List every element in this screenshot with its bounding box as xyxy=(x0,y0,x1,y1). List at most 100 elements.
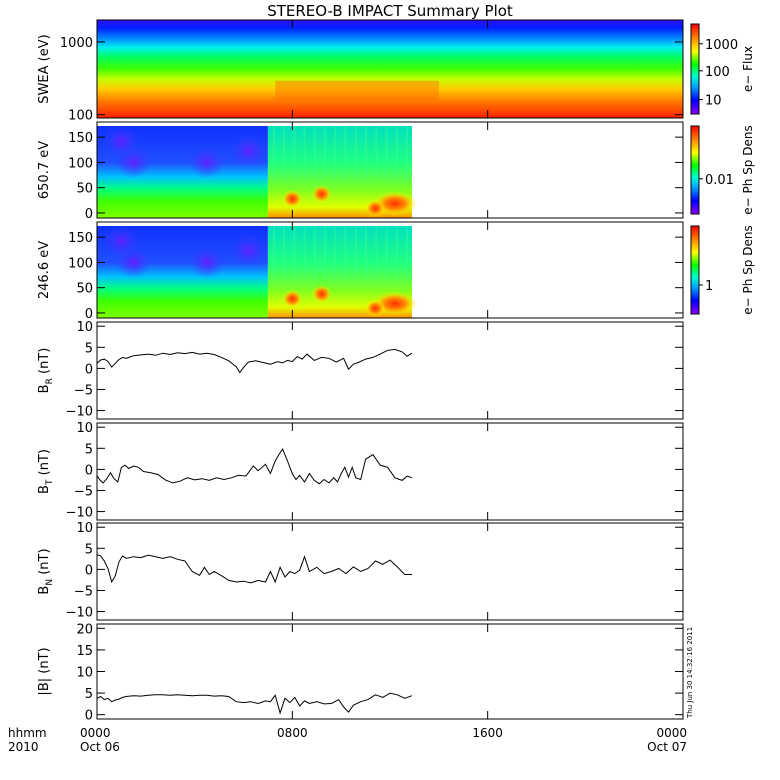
ytick-label-bt-4: 10 xyxy=(76,421,93,436)
heatmap-streak-8 xyxy=(354,126,357,179)
heatmap-streak-13 xyxy=(406,226,409,279)
ytick-label-pad246-0: 0 xyxy=(85,307,93,322)
panel-pad650: 0.01 e− Ph Sp Dens 0 50 100 150 650.7 eV xyxy=(37,121,755,222)
heatmap-streak-13 xyxy=(406,126,409,179)
heatmap-streak-11 xyxy=(385,226,388,279)
heatmap-streak-1 xyxy=(283,226,286,279)
heatmap-streak-11 xyxy=(385,126,388,179)
ytick-label-bmag-4: 20 xyxy=(76,622,93,637)
ytick-label-bmag-2: 10 xyxy=(76,666,93,681)
ytick-label-bt-0: −10 xyxy=(66,506,93,521)
heatmap-streak-12 xyxy=(395,226,398,279)
xtick-label-0: 0000 xyxy=(80,726,111,740)
heatmap-blob-1 xyxy=(188,146,225,179)
ytick-label-bt-1: −5 xyxy=(74,484,93,499)
xtick-date-3: Oct 07 xyxy=(647,740,687,754)
colorbar-tick-label-swea-0: 10 xyxy=(705,94,722,109)
heatmap-streak-0 xyxy=(272,126,275,179)
heatmap-hot-2 xyxy=(282,189,303,208)
ylabel-swea: SWEA (eV) xyxy=(37,34,52,103)
heatmap-blob-2 xyxy=(103,125,140,158)
heatmap-streak-6 xyxy=(334,226,337,279)
panel-bmag: 0 5 10 15 20 |B| (nT) xyxy=(37,622,684,724)
heatmap-streak-1 xyxy=(283,126,286,179)
xtick-label-1: 0800 xyxy=(277,726,308,740)
colorbar-label-pad650: e− Ph Sp Dens xyxy=(741,125,755,214)
ylabel-br: BR (nT) xyxy=(37,348,55,394)
series-line-bt xyxy=(96,448,413,485)
ylabel-pad650: 650.7 eV xyxy=(37,141,52,199)
heatmap-hot-3 xyxy=(311,285,332,303)
heatmap-blob-3 xyxy=(230,234,267,267)
heatmap-blob-2 xyxy=(103,225,140,258)
ytick-label-bn-2: 0 xyxy=(85,563,93,578)
ytick-label-pad246-2: 100 xyxy=(68,256,93,271)
ytick-label-pad650-3: 150 xyxy=(68,131,93,146)
ytick-label-bn-0: −10 xyxy=(66,606,93,621)
heatmap-streak-4 xyxy=(313,126,316,179)
x-axis-label-hhmm: hhmm xyxy=(8,726,47,740)
ytick-label-br-1: −5 xyxy=(74,383,93,398)
ytick-label-pad246-3: 150 xyxy=(68,231,93,246)
panel-frame-pad246 xyxy=(96,221,684,319)
heatmap-streak-7 xyxy=(344,126,347,179)
ytick-label-bt-3: 5 xyxy=(85,442,93,457)
ytick-label-swea-1: 1000 xyxy=(60,36,93,51)
panel-frame-br xyxy=(96,321,684,420)
heatmap-streak-6 xyxy=(334,126,337,179)
heatmap-streak-4 xyxy=(313,226,316,279)
heatmap-swea-band xyxy=(275,80,439,101)
colorbar-pad246 xyxy=(690,225,700,315)
series-line-bn xyxy=(96,554,412,584)
series-line-bmag xyxy=(96,692,413,715)
panel-frame-swea xyxy=(96,19,684,119)
heatmap-streak-3 xyxy=(303,126,306,179)
colorbar-swea xyxy=(690,23,700,115)
heatmap-streak-2 xyxy=(293,126,296,179)
panel-frame-pad650 xyxy=(96,121,684,219)
colorbar-tick-label-pad650-0: 0.01 xyxy=(705,173,734,188)
colorbar-label-swea: e− Flux xyxy=(741,46,755,92)
heatmap-hot-1 xyxy=(365,199,386,218)
ytick-label-swea-0: 100 xyxy=(68,109,93,124)
timestamp: Thu Jun 30 14:32:16 2011 xyxy=(686,627,694,719)
heatmap-streak-5 xyxy=(324,226,327,279)
ytick-label-br-2: 0 xyxy=(85,362,93,377)
ytick-label-bn-1: −5 xyxy=(74,584,93,599)
panel-frame-bn xyxy=(96,522,684,621)
ytick-label-br-3: 5 xyxy=(85,341,93,356)
heatmap-hot-1 xyxy=(365,299,386,318)
figure-title: STEREO-B IMPACT Summary Plot xyxy=(267,2,513,20)
heatmap-swea xyxy=(97,20,683,118)
panel-bn: −10 −5 0 5 10 BN (nT) xyxy=(37,521,684,621)
heatmap-streak-0 xyxy=(272,226,275,279)
heatmap-streak-12 xyxy=(395,126,398,179)
ytick-label-br-0: −10 xyxy=(66,405,93,420)
ytick-label-pad650-0: 0 xyxy=(85,207,93,222)
heatmap-streak-9 xyxy=(365,226,368,279)
xtick-label-3: 0000 xyxy=(656,726,687,740)
ytick-label-bmag-1: 5 xyxy=(85,687,93,702)
ylabel-bmag: |B| (nT) xyxy=(37,647,52,695)
ylabel-pad246: 246.6 eV xyxy=(37,241,52,299)
ylabel-bn: BN (nT) xyxy=(37,548,55,594)
ytick-label-pad650-1: 50 xyxy=(76,182,93,197)
colorbar-tick-label-pad246-0: 1 xyxy=(705,279,713,294)
heatmap-streak-9 xyxy=(365,126,368,179)
colorbar-label-pad246: e− Ph Sp Dens xyxy=(741,225,755,314)
xtick-date-0: Oct 06 xyxy=(80,740,120,754)
ytick-label-bn-3: 5 xyxy=(85,542,93,557)
panel-frame-bmag xyxy=(96,623,684,720)
x-axis-label-year: 2010 xyxy=(8,740,39,754)
heatmap-hot-2 xyxy=(282,289,303,308)
colorbar-tick-label-swea-1: 100 xyxy=(705,65,730,80)
colorbar-tick-label-swea-2: 1000 xyxy=(705,38,738,53)
ytick-label-pad650-2: 100 xyxy=(68,156,93,171)
panel-frame-bt xyxy=(96,422,684,521)
heatmap-streak-8 xyxy=(354,226,357,279)
heatmap-streak-2 xyxy=(293,226,296,279)
